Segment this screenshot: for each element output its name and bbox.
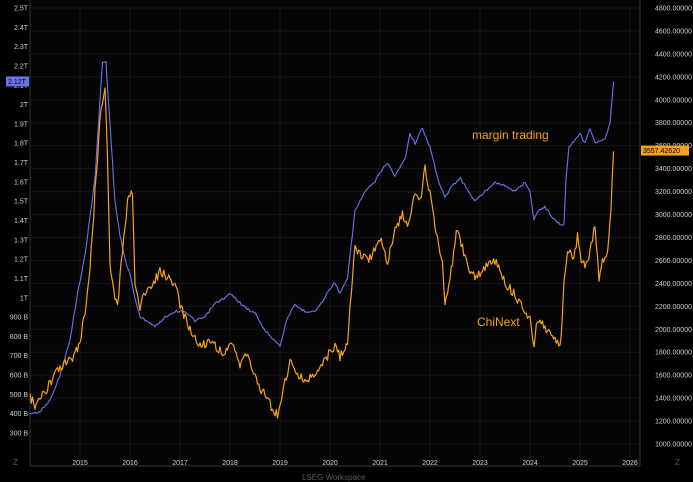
left-tick-label: 1.4T <box>14 218 29 225</box>
left-tick-label: 1.3T <box>14 237 29 244</box>
left-current-value-flag <box>6 76 29 87</box>
annotation-chinext: ChiNext <box>477 315 520 329</box>
right-axis-ticks: 1000.00000 1200.00000 1400.00000 1600.00000… <box>655 6 692 449</box>
x-tick-label: 2019 <box>272 460 288 467</box>
right-tick-label: 3800.00000 <box>655 120 692 127</box>
left-tick-label: 1T <box>20 295 29 302</box>
left-tick-label: 1.7T <box>14 160 29 167</box>
left-axis-ticks: 300 B 400 B 500 B 600 B 700 B 800 B 900 B 1T 1.1… <box>10 6 29 438</box>
annotation-margin-trading: margin trading <box>472 128 549 142</box>
grid-lines <box>30 6 640 466</box>
right-tick-label: 1800.00000 <box>655 350 692 357</box>
left-tick-label: 500 B <box>10 392 29 399</box>
left-tick-label: 900 B <box>10 315 29 322</box>
left-tick-label: 1.9T <box>14 121 29 128</box>
left-tick-label: 2.2T <box>14 63 29 70</box>
left-tick-label: 1.1T <box>14 276 29 283</box>
corner-label-right: Z <box>675 458 680 467</box>
right-tick-label: 4200.00000 <box>655 74 692 81</box>
left-tick-label: 2.4T <box>14 25 29 32</box>
left-tick-label: 600 B <box>10 373 29 380</box>
right-tick-label: 1200.00000 <box>655 419 692 426</box>
watermark: LSEG Workspace <box>302 473 366 482</box>
left-tick-label: 800 B <box>10 334 29 341</box>
right-tick-label: 4600.00000 <box>655 28 692 35</box>
left-current-value-label: 2.12T <box>8 79 27 86</box>
x-tick-label: 2024 <box>522 460 538 467</box>
x-tick-label: 2023 <box>472 460 488 467</box>
right-tick-label: 2000.00000 <box>655 327 692 334</box>
x-tick-label: 2026 <box>622 460 638 467</box>
x-tick-label: 2022 <box>422 460 438 467</box>
x-tick-label: 2015 <box>72 460 88 467</box>
x-tick-label: 2016 <box>122 460 138 467</box>
left-tick-label: 700 B <box>10 353 29 360</box>
plot-area <box>30 0 640 466</box>
right-tick-label: 1000.00000 <box>655 442 692 449</box>
margin-trading-line <box>29 61 615 415</box>
right-current-value-label: 3557.42620 <box>643 148 680 155</box>
x-tick-label: 2025 <box>572 460 588 467</box>
chinext-line <box>29 87 615 419</box>
right-current-value-flag <box>641 145 689 156</box>
current-value-flags: 2.12T 3557.42620 <box>6 76 689 156</box>
series-group <box>29 61 615 419</box>
right-tick-label: 4400.00000 <box>655 51 692 58</box>
x-tick-label: 2018 <box>222 460 238 467</box>
left-tick-label: 2T <box>20 102 29 109</box>
corner-label-left: Z <box>13 458 18 467</box>
right-tick-label: 4800.00000 <box>655 6 692 13</box>
x-tick-label: 2021 <box>372 460 388 467</box>
x-tick-label: 2017 <box>172 460 188 467</box>
left-tick-label: 1.2T <box>14 257 29 264</box>
left-tick-label: 1.5T <box>14 199 29 206</box>
right-tick-label: 1600.00000 <box>655 373 692 380</box>
right-tick-label: 2200.00000 <box>655 304 692 311</box>
left-tick-label: 400 B <box>10 411 29 418</box>
right-tick-label: 2600.00000 <box>655 258 692 265</box>
right-tick-label: 2800.00000 <box>655 235 692 242</box>
x-axis-ticks: 2015 2016 2017 2018 2019 2020 2021 2022 2023 2024… <box>72 460 638 467</box>
right-tick-label: 2400.00000 <box>655 281 692 288</box>
left-tick-label: 1.8T <box>14 141 29 148</box>
right-tick-label: 1400.00000 <box>655 396 692 403</box>
right-tick-label: 3400.00000 <box>655 166 692 173</box>
right-tick-label: 3000.00000 <box>655 212 692 219</box>
left-tick-label: 2.5T <box>14 6 29 13</box>
right-tick-label: 3200.00000 <box>655 189 692 196</box>
x-tick-label: 2020 <box>322 460 338 467</box>
left-tick-label: 1.6T <box>14 179 29 186</box>
left-tick-label: 300 B <box>10 431 29 438</box>
left-tick-label: 2.3T <box>14 44 29 51</box>
right-tick-label: 4000.00000 <box>655 97 692 104</box>
